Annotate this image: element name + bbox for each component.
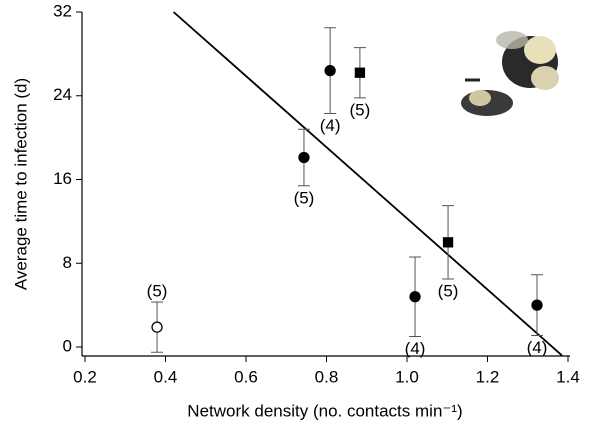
sample-size: (4) xyxy=(405,339,426,358)
x-tick-label: 0.6 xyxy=(234,367,258,386)
y-tick-label: 8 xyxy=(63,253,72,272)
y-tick-label: 24 xyxy=(53,85,72,104)
sample-size: (4) xyxy=(527,338,548,357)
point xyxy=(531,299,543,311)
sample-size: (5) xyxy=(294,188,315,207)
y-tick-label: 32 xyxy=(53,1,72,20)
y-tick-label: 16 xyxy=(53,169,72,188)
x-tick-label: 1.2 xyxy=(476,367,500,386)
sample-size: (5) xyxy=(438,281,459,300)
point xyxy=(442,237,454,248)
x-tick-label: 0.2 xyxy=(73,367,97,386)
point xyxy=(298,151,310,164)
y-axis-label: Average time to infection (d) xyxy=(11,78,30,290)
sample-size: (5) xyxy=(350,100,371,119)
point xyxy=(409,291,421,303)
x-tick-label: 1.4 xyxy=(556,367,580,386)
sample-size: (4) xyxy=(320,116,341,135)
sample-size: (5) xyxy=(147,281,168,300)
x-tick-label: 0.4 xyxy=(154,367,178,386)
bee-photo xyxy=(461,31,559,116)
x-tick-label: 0.8 xyxy=(315,367,339,386)
y-tick-label: 0 xyxy=(63,337,72,356)
x-axis-label: Network density (no. contacts min⁻¹) xyxy=(187,401,462,420)
fit-line xyxy=(172,11,563,357)
point xyxy=(151,321,163,333)
x-tick-label: 1.0 xyxy=(395,367,419,386)
point xyxy=(354,67,366,78)
point xyxy=(324,64,336,77)
